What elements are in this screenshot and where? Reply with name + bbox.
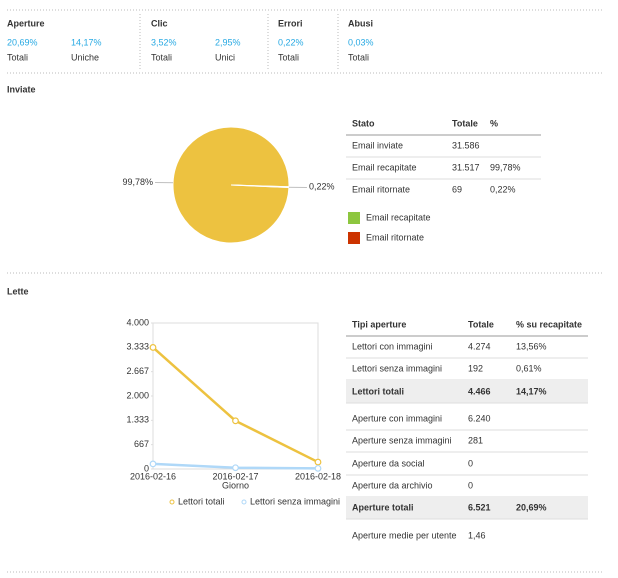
table-cell: Aperture da archivio	[352, 480, 433, 490]
y-tick-label: 2.000	[126, 390, 149, 400]
table-cell: 31.517	[452, 162, 480, 172]
table-cell: 14,17%	[516, 386, 547, 396]
table-cell: Email ritornate	[352, 184, 410, 194]
table-header: % su recapitate	[516, 319, 582, 329]
stat-value: 20,69%	[7, 37, 38, 47]
data-point	[232, 464, 239, 472]
table-cell: 6.240	[468, 413, 491, 423]
table-header: %	[490, 118, 498, 128]
stat-value: 2,95%	[215, 37, 241, 47]
legend-marker	[241, 499, 247, 505]
series-line	[152, 346, 319, 464]
stat-title: Clic	[151, 18, 168, 28]
data-point	[149, 344, 157, 351]
y-tick-label: 667	[134, 439, 149, 449]
stat-label: Totali	[278, 52, 299, 62]
table-header: Tipi aperture	[352, 319, 406, 329]
stat-label: Totali	[151, 52, 172, 62]
legend-label: Lettori senza immagini	[250, 496, 340, 506]
table-cell: Lettori senza immagini	[352, 363, 442, 373]
stat-label: Unici	[215, 52, 235, 62]
x-tick-label: 2016-02-17	[212, 471, 258, 481]
table-cell: 4.466	[468, 386, 491, 396]
table-cell: Lettori totali	[352, 386, 404, 396]
table-cell: 69	[452, 184, 462, 194]
legend-marker	[169, 499, 175, 505]
x-tick-label: 2016-02-18	[295, 471, 341, 481]
table-cell: 0	[468, 480, 473, 490]
data-point	[314, 458, 322, 466]
legend-swatch	[348, 232, 360, 244]
table-cell: Aperture con immagini	[352, 413, 442, 423]
section-title: Lette	[7, 286, 29, 296]
data-point	[149, 460, 157, 468]
stat-title: Abusi	[348, 18, 373, 28]
y-tick-label: 3.333	[126, 342, 149, 352]
table-cell: Aperture totali	[352, 502, 414, 512]
table-cell: Aperture da social	[352, 458, 425, 468]
pie-slice	[230, 184, 290, 189]
stat-title: Aperture	[7, 18, 45, 28]
table-cell: Email inviate	[352, 140, 403, 150]
table-header: Stato	[352, 118, 375, 128]
table-cell: 20,69%	[516, 502, 547, 512]
legend-label: Email ritornate	[366, 232, 424, 242]
legend-swatch	[348, 212, 360, 224]
x-axis-label: Giorno	[222, 480, 249, 490]
stat-label: Totali	[348, 52, 369, 62]
table-header: Totale	[468, 319, 494, 329]
stat-value: 14,17%	[71, 37, 102, 47]
x-tick-label: 2016-02-16	[130, 471, 176, 481]
table-header: Totale	[452, 118, 478, 128]
plot-area	[152, 322, 319, 470]
table-cell: 0	[468, 458, 473, 468]
table-cell: 281	[468, 435, 483, 445]
stat-label: Uniche	[71, 52, 99, 62]
stat-value: 3,52%	[151, 37, 177, 47]
legend-label: Lettori totali	[178, 496, 225, 506]
table-cell: 31.586	[452, 140, 480, 150]
data-point	[314, 464, 322, 472]
table-cell: 0,22%	[490, 184, 516, 194]
table-cell: 0,61%	[516, 363, 542, 373]
y-tick-label: 1.333	[126, 415, 149, 425]
stat-label: Totali	[7, 52, 28, 62]
table-cell: 192	[468, 363, 483, 373]
table-cell: Aperture medie per utente	[352, 530, 457, 540]
stat-value: 0,22%	[278, 37, 304, 47]
table-cell: Aperture senza immagini	[352, 435, 452, 445]
stat-value: 0,03%	[348, 37, 374, 47]
row-highlight	[346, 381, 588, 403]
table-cell: 4.274	[468, 341, 491, 351]
pie-label: 0,22%	[309, 182, 335, 192]
table-cell: 1,46	[468, 530, 486, 540]
y-tick-label: 0	[144, 463, 149, 473]
stat-title: Errori	[278, 18, 303, 28]
legend-label: Email recapitate	[366, 212, 431, 222]
table-cell: Email recapitate	[352, 162, 417, 172]
data-point	[232, 417, 239, 425]
section-title: Inviate	[7, 84, 36, 94]
pie-label: 99,78%	[123, 177, 154, 187]
table-cell: Lettori con immagini	[352, 341, 433, 351]
row-highlight	[346, 497, 588, 519]
table-cell: 6.521	[468, 502, 491, 512]
y-tick-label: 4.000	[126, 317, 149, 327]
table-cell: 13,56%	[516, 341, 547, 351]
table-cell: 99,78%	[490, 162, 521, 172]
y-tick-label: 2.667	[126, 366, 149, 376]
